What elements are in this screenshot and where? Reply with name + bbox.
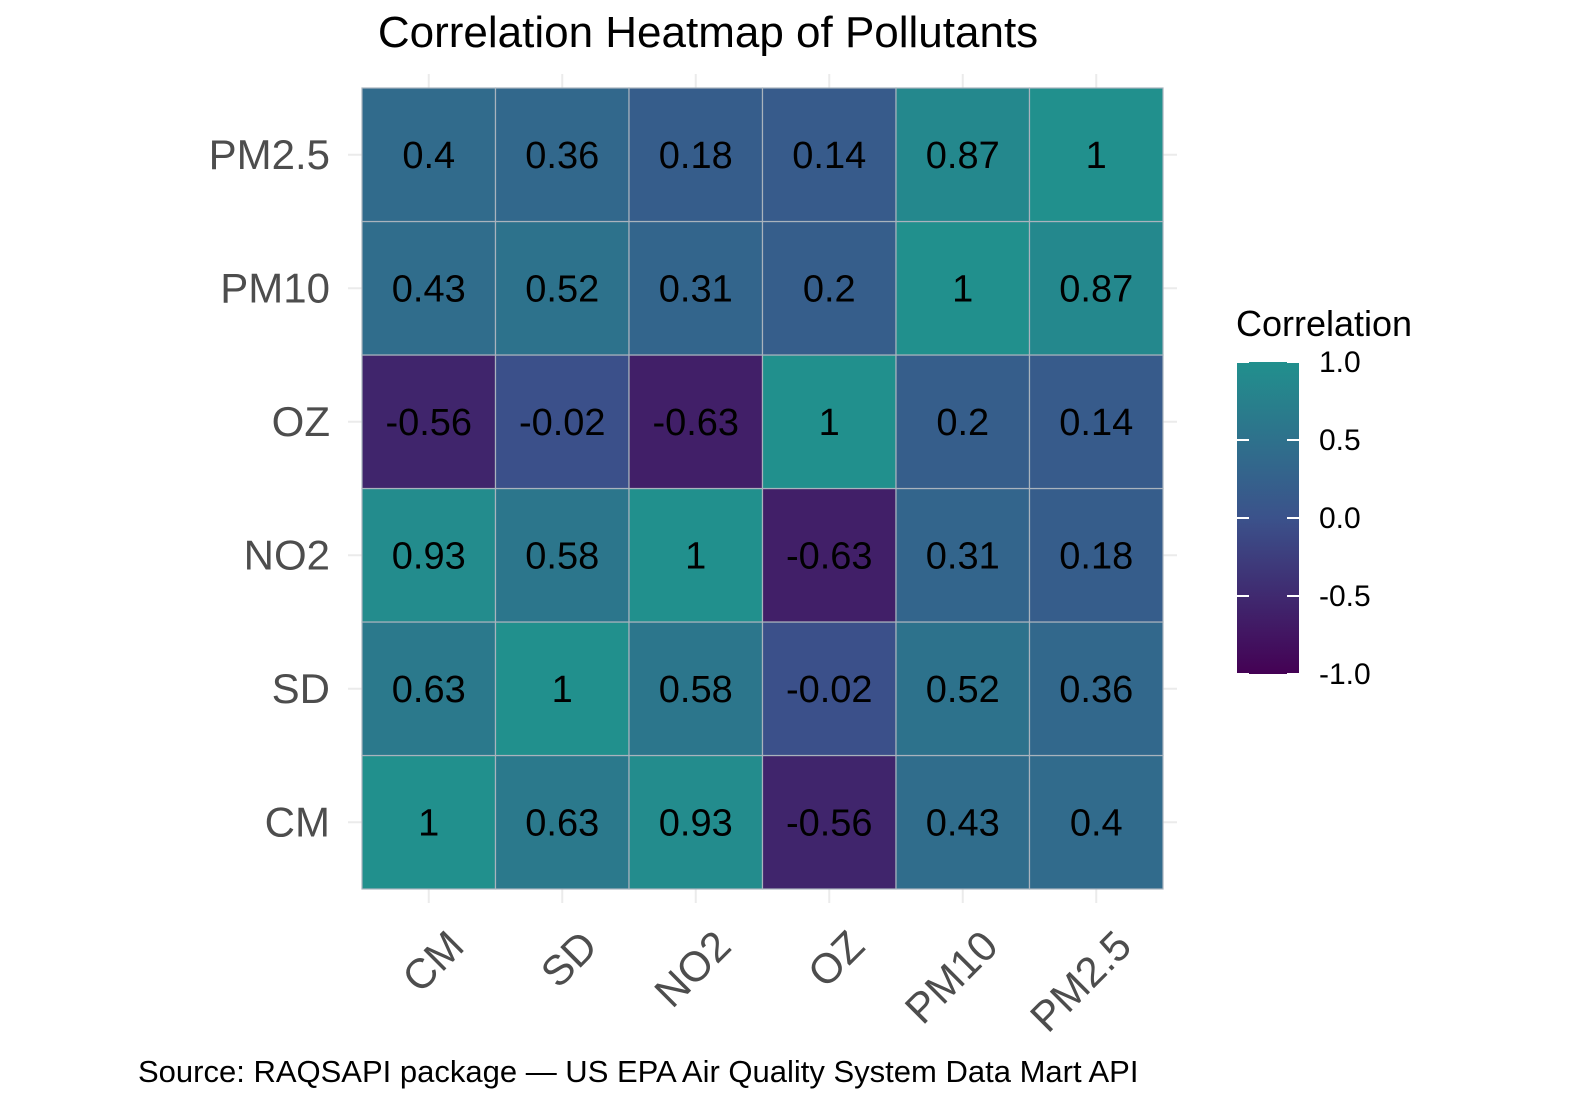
heatmap-cell [361,354,497,490]
heatmap-cell [761,487,897,623]
cell-value-label: 0.18 [1059,535,1133,577]
x-tick-label: NO2 [645,922,739,1016]
heatmap-cell [1028,354,1164,490]
heatmap-cell [761,621,897,757]
cell-value-label: 0.87 [926,135,1000,177]
heatmap-cell [628,220,764,356]
cell-value-label: 1 [1086,135,1107,177]
cell-value-label: 0.93 [659,802,733,844]
cell-value-label: 1 [952,268,973,310]
heatmap-cell [494,87,630,223]
heatmap-cell [895,220,1031,356]
cell-value-label: -0.02 [786,669,873,711]
x-axis: CM SD NO2 OZ PM10 PM2.5 [393,922,1140,1041]
heatmap-cell [628,87,764,223]
legend-tick-label: 0.5 [1319,424,1361,457]
cell-labels: 1 0.63 0.93 -0.56 0.43 0.4 0.63 1 0.58 -0.02 0.52 0… [385,135,1133,845]
cell-value-label: 1 [552,669,573,711]
cell-value-label: 0.18 [659,135,733,177]
cell-value-label: 0.4 [402,135,455,177]
y-tick-label: NO2 [244,531,330,578]
heatmap-cell [895,621,1031,757]
cell-value-label: 0.63 [392,669,466,711]
heatmap-cell [494,487,630,623]
heatmap-cell [895,487,1031,623]
legend-ticks: 1.0 0.5 0.0 -0.5 -1.0 [1237,346,1371,691]
heatmap-cell [628,487,764,623]
heatmap-cell [1028,487,1164,623]
cell-value-label: 0.58 [659,669,733,711]
heatmap-cell [1028,87,1164,223]
cell-value-label: 0.52 [525,268,599,310]
legend-tick-label: 0.0 [1319,502,1361,535]
heatmap-cell [1028,621,1164,757]
x-tick-label: OZ [799,922,873,996]
cell-value-label: -0.56 [385,402,472,444]
cell-value-label: 0.2 [936,402,989,444]
cell-value-label: -0.02 [519,402,606,444]
heatmap-cell [761,354,897,490]
cell-value-label: 0.43 [392,268,466,310]
cell-value-label: 0.4 [1070,802,1123,844]
y-tick-label: CM [265,798,330,845]
y-tick-label: PM2.5 [209,131,330,178]
cell-value-label: 1 [819,402,840,444]
y-axis: CM SD NO2 OZ PM10 PM2.5 [209,131,330,846]
cell-value-label: 0.43 [926,802,1000,844]
y-tick-label: OZ [272,398,330,445]
cell-value-label: 0.36 [1059,669,1133,711]
heatmap-cell [361,87,497,223]
cell-value-label: 1 [418,802,439,844]
legend-tick-label: 1.0 [1319,346,1361,379]
legend-tick-label: -1.0 [1319,658,1371,691]
cell-value-label: 0.93 [392,535,466,577]
chart-title: Correlation Heatmap of Pollutants [378,8,1038,57]
legend-title: Correlation [1236,303,1412,344]
chart-caption: Source: RAQSAPI package — US EPA Air Qua… [138,1054,1138,1089]
heatmap-cell [494,354,630,490]
cell-value-label: 0.14 [1059,402,1133,444]
cell-value-label: -0.56 [786,802,873,844]
cell-value-label: 0.14 [792,135,866,177]
heatmap-cell [895,754,1031,890]
cell-value-label: 0.36 [525,135,599,177]
y-tick-label: PM10 [220,264,330,311]
heatmap-cell [628,354,764,490]
heatmap-cell [494,621,630,757]
heatmap-cell [1028,754,1164,890]
cell-value-label: -0.63 [786,535,873,577]
cell-value-label: 0.87 [1059,268,1133,310]
heatmap-cell [361,754,497,890]
heatmap-cell [361,487,497,623]
x-tick-label: PM2.5 [1021,922,1140,1041]
legend-tick-label: -0.5 [1319,580,1371,613]
heatmap-cell [361,621,497,757]
cell-value-label: 0.63 [525,802,599,844]
cell-value-label: -0.63 [652,402,739,444]
x-tick-label: SD [532,922,607,997]
heatmap-cell [494,220,630,356]
legend: Correlation 1.0 0.5 0.0 -0.5 -1.0 [1236,303,1412,691]
cell-value-label: 0.31 [659,268,733,310]
cell-value-label: 0.52 [926,669,1000,711]
cell-value-label: 0.58 [525,535,599,577]
x-tick-label: PM10 [896,922,1007,1033]
heatmap-cell [895,354,1031,490]
heatmap-cells [361,87,1164,890]
y-tick-label: SD [272,665,330,712]
cell-value-label: 0.2 [803,268,856,310]
heatmap-cell [494,754,630,890]
cell-value-label: 1 [685,535,706,577]
heatmap-cell [1028,220,1164,356]
cell-value-label: 0.31 [926,535,1000,577]
heatmap-cell [895,87,1031,223]
x-tick-label: CM [393,922,472,1001]
